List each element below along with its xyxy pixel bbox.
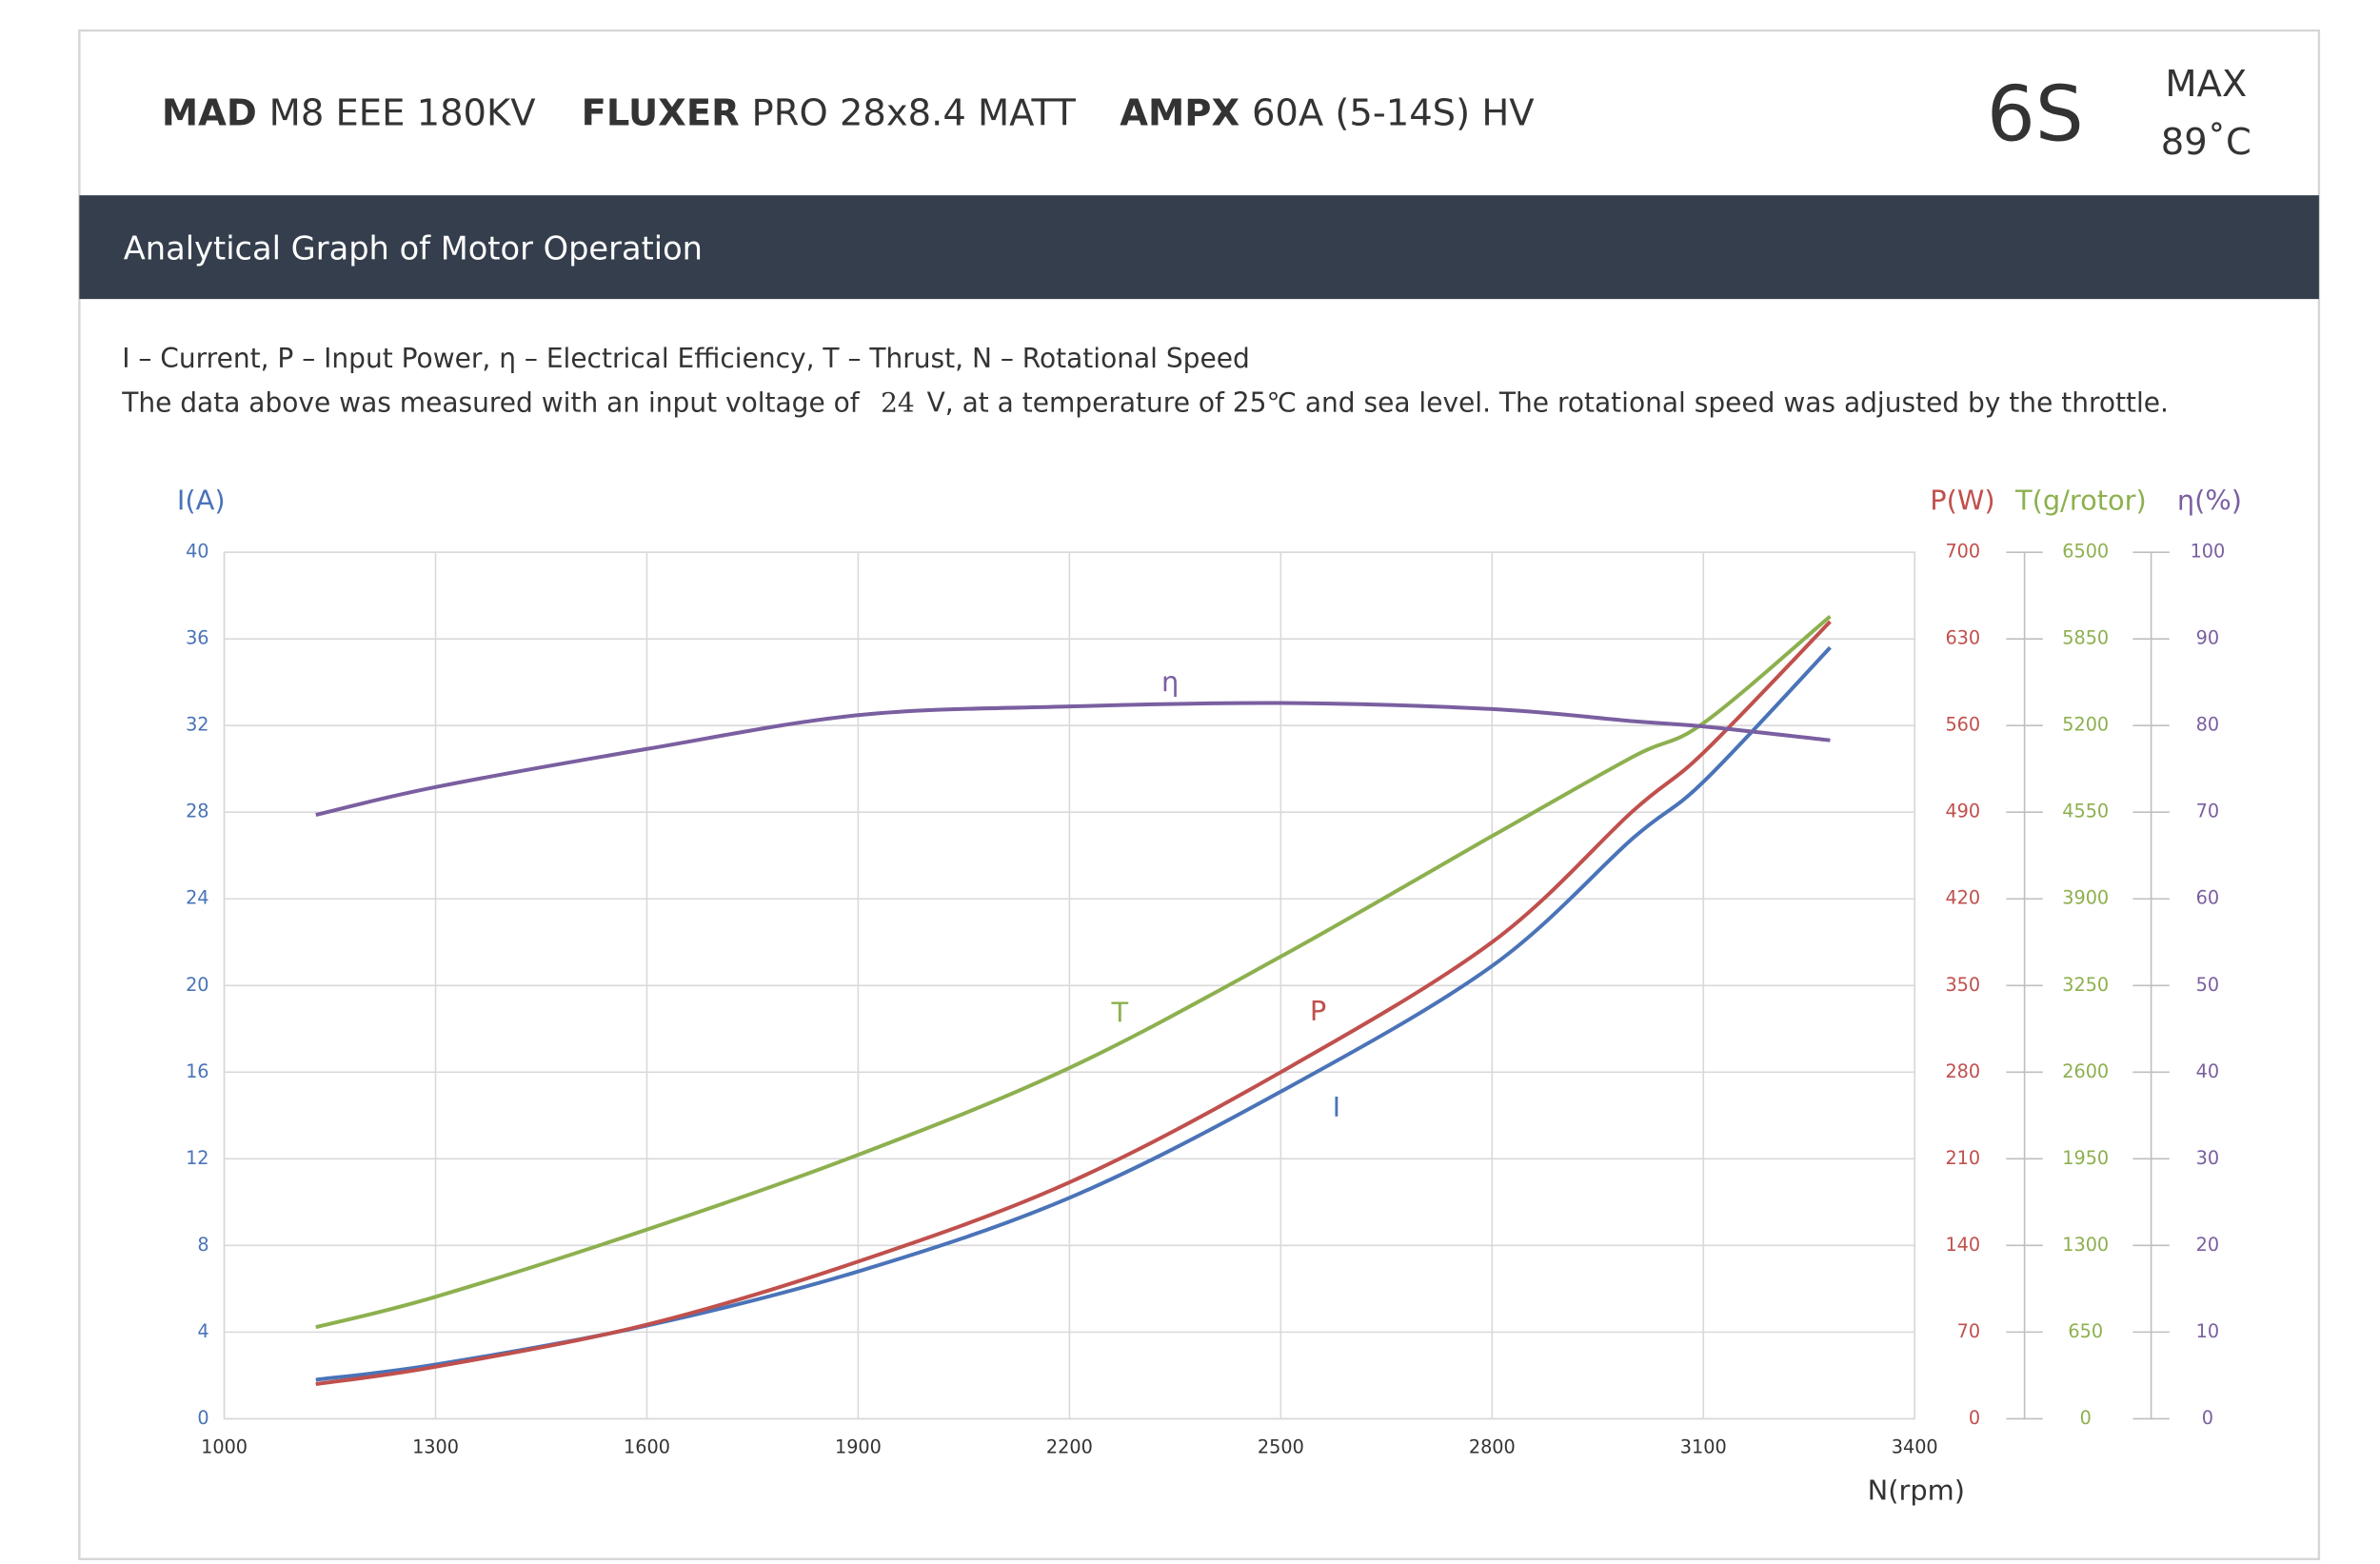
y4-tick-label: 40 xyxy=(2196,1060,2219,1082)
title-band xyxy=(79,195,2319,300)
x-tick-label: 2500 xyxy=(1258,1435,1304,1457)
y2-tick-label: 210 xyxy=(1945,1147,1980,1169)
y3-tick-label: 5200 xyxy=(2062,714,2109,736)
curve xyxy=(315,620,1832,1386)
y2-tick-label: 280 xyxy=(1945,1060,1980,1082)
y-axis-title: I(A) xyxy=(177,484,226,516)
header: MAD M8 EEE 180KV FLUXER PRO 28x8.4 MATT AM… xyxy=(162,63,2251,164)
y3-tick-label: 6500 xyxy=(2062,541,2109,563)
x-tick-label: 2200 xyxy=(1046,1435,1093,1457)
x-tick-label: 1600 xyxy=(624,1435,670,1457)
x-tick-label: 1000 xyxy=(201,1435,248,1457)
x-tick-label: 3100 xyxy=(1680,1435,1727,1457)
y2-tick-label: 140 xyxy=(1945,1234,1980,1256)
legend-note: I – Current, P – Input Power, η – Electr… xyxy=(122,343,1250,374)
y4-tick-label: 20 xyxy=(2196,1234,2219,1256)
chart: 1000 1300 1600 1900 2200 2500 2800 3100 34000481… xyxy=(177,484,2242,1506)
note-text: V, at a temperature of 25℃ and sea level… xyxy=(927,387,2169,419)
y-tick-label: 12 xyxy=(186,1147,208,1169)
y-tick-label: 40 xyxy=(186,541,208,563)
y4-tick-label: 100 xyxy=(2191,541,2226,563)
model: M8 EEE 180KV xyxy=(269,91,536,134)
y-tick-label: 32 xyxy=(186,714,208,736)
y2-tick-label: 420 xyxy=(1945,887,1980,909)
y3-axis-title: T(g/rotor) xyxy=(2014,484,2147,516)
y-tick-label: 24 xyxy=(186,887,208,909)
y4-tick-label: 90 xyxy=(2196,627,2219,649)
y4-tick-label: 70 xyxy=(2196,801,2219,822)
y2-axis-title: P(W) xyxy=(1930,484,1994,516)
y-tick-label: 28 xyxy=(186,801,208,822)
note-text: The data above was measured with an inpu… xyxy=(121,387,861,419)
y-tick-label: 4 xyxy=(197,1320,208,1342)
motor: MAD M8 EEE 180KV xyxy=(162,91,536,134)
y3-tick-label: 650 xyxy=(2068,1320,2103,1342)
y2-tick-label: 700 xyxy=(1945,541,1980,563)
y4-tick-label: 60 xyxy=(2196,887,2219,909)
max-label: MAX xyxy=(2165,63,2247,106)
y2-tick-label: 630 xyxy=(1945,627,1980,649)
voltage: 24 xyxy=(881,387,915,419)
propeller: FLUXER PRO 28x8.4 MATT xyxy=(582,91,1077,134)
y3-tick-label: 1950 xyxy=(2062,1147,2109,1169)
model: PRO 28x8.4 MATT xyxy=(752,91,1077,134)
model: 60A (5-14S) HV xyxy=(1252,91,1535,134)
y3-tick-label: 1300 xyxy=(2062,1234,2109,1256)
y4-tick-label: 30 xyxy=(2196,1147,2219,1169)
curve-label: P xyxy=(1310,995,1326,1027)
y-tick-label: 8 xyxy=(197,1234,208,1256)
y4-axis-title: η(%) xyxy=(2177,484,2242,516)
x-tick-label: 1900 xyxy=(835,1435,882,1457)
x-tick-label: 1300 xyxy=(412,1435,459,1457)
cells: 6S xyxy=(1987,69,2084,158)
curve-label: η xyxy=(1161,665,1179,698)
y2-tick-label: 350 xyxy=(1945,974,1980,996)
brand: FLUXER xyxy=(582,91,740,134)
x-tick-label: 2800 xyxy=(1469,1435,1516,1457)
y2-tick-label: 560 xyxy=(1945,714,1980,736)
y2-tick-label: 70 xyxy=(1957,1320,1980,1342)
y4-tick-label: 80 xyxy=(2196,714,2219,736)
y4-tick-label: 10 xyxy=(2196,1320,2219,1342)
band-title: Analytical Graph of Motor Operation xyxy=(124,229,703,267)
curve xyxy=(315,614,1832,1330)
curve-label: T xyxy=(1110,997,1128,1029)
y-tick-label: 36 xyxy=(186,627,208,649)
curve-label: I xyxy=(1333,1091,1341,1123)
y3-tick-label: 0 xyxy=(2080,1407,2092,1429)
y3-tick-label: 3900 xyxy=(2062,887,2109,909)
x-tick-label: 3400 xyxy=(1892,1435,1938,1457)
measurement-note: The data above was measured with an inpu… xyxy=(121,387,2169,419)
brand: MAD xyxy=(162,91,257,134)
y-tick-label: 16 xyxy=(186,1060,208,1082)
y3-tick-label: 2600 xyxy=(2062,1060,2109,1082)
esc: AMPX 60A (5-14S) HV xyxy=(1120,91,1534,134)
y3-tick-label: 3250 xyxy=(2062,974,2109,996)
y4-tick-label: 0 xyxy=(2202,1407,2213,1429)
y2-tick-label: 490 xyxy=(1945,801,1980,822)
y3-tick-label: 4550 xyxy=(2062,801,2109,822)
y-tick-label: 0 xyxy=(197,1407,208,1429)
brand: AMPX xyxy=(1120,91,1240,134)
y3-tick-label: 5850 xyxy=(2062,627,2109,649)
x-axis-title: N(rpm) xyxy=(1868,1474,1965,1506)
y4-tick-label: 50 xyxy=(2196,974,2219,996)
y-tick-label: 20 xyxy=(186,974,208,996)
y2-tick-label: 0 xyxy=(1969,1407,1980,1429)
max-temp: 89˚C xyxy=(2161,121,2251,164)
curve xyxy=(315,701,1831,817)
